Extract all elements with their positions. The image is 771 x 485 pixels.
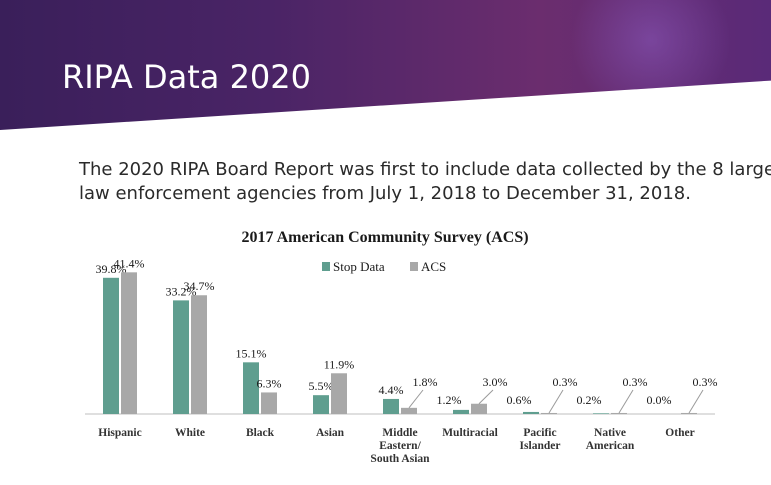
category-label-3-0: Asian xyxy=(316,427,345,439)
category-label-2-0: Black xyxy=(246,427,275,439)
legend-swatch-1 xyxy=(410,262,418,271)
bar-0-0 xyxy=(103,277,119,414)
category-label-1-0: White xyxy=(175,427,205,439)
category-label-7-1: American xyxy=(586,440,635,452)
data-label-0-5: 1.2% xyxy=(437,393,462,407)
bar-1-0 xyxy=(121,272,137,414)
leader-line-4 xyxy=(408,389,424,409)
category-label-6-0: Pacific xyxy=(523,427,556,439)
slide-body-text: The 2020 RIPA Board Report was first to … xyxy=(79,158,771,206)
leader-line-6 xyxy=(548,389,564,414)
bar-0-1 xyxy=(173,300,189,414)
data-label-0-0: 39.8% xyxy=(96,262,127,276)
slide-title: RIPA Data 2020 xyxy=(62,58,311,96)
data-label-1-7: 0.3% xyxy=(623,375,648,389)
data-label-0-7: 0.2% xyxy=(577,393,602,407)
data-label-0-3: 5.5% xyxy=(309,379,334,393)
category-label-5-0: Multiracial xyxy=(442,427,498,439)
bar-0-5 xyxy=(453,409,469,414)
data-label-0-2: 15.1% xyxy=(236,346,267,360)
legend-label-0: Stop Data xyxy=(333,259,385,274)
bar-0-6 xyxy=(523,411,539,414)
data-label-1-0: 41.4% xyxy=(114,256,145,270)
data-label-0-6: 0.6% xyxy=(507,393,532,407)
data-label-1-8: 0.3% xyxy=(693,375,718,389)
bar-0-4 xyxy=(383,398,399,414)
category-label-4-1: Eastern/ xyxy=(379,440,421,452)
bar-1-6 xyxy=(541,412,557,414)
body-line-1: The 2020 RIPA Board Report was first to … xyxy=(79,159,771,180)
leader-line-8 xyxy=(688,389,704,414)
category-label-6-1: Islander xyxy=(520,440,561,452)
category-label-4-0: Middle xyxy=(382,427,417,439)
category-label-7-0: Native xyxy=(594,427,626,439)
bar-1-8 xyxy=(681,412,697,414)
leader-line-7 xyxy=(618,389,634,414)
leader-line-5 xyxy=(478,389,494,405)
category-label-4-2: South Asian xyxy=(370,453,430,465)
body-line-2: law enforcement agencies from July 1, 20… xyxy=(79,183,691,204)
data-label-1-2: 6.3% xyxy=(257,376,282,390)
bar-1-4 xyxy=(401,407,417,414)
bar-1-3 xyxy=(331,373,347,414)
data-label-1-4: 1.8% xyxy=(413,375,438,389)
bar-chart: 2017 American Community Survey (ACS) Stop… xyxy=(85,229,718,465)
data-label-1-6: 0.3% xyxy=(553,375,578,389)
bar-1-5 xyxy=(471,403,487,414)
bar-0-3 xyxy=(313,395,329,414)
chart-title: 2017 American Community Survey (ACS) xyxy=(241,229,528,246)
bar-1-2 xyxy=(261,392,277,414)
legend-swatch-0 xyxy=(322,262,330,271)
category-label-0-0: Hispanic xyxy=(98,427,141,439)
data-label-0-1: 33.2% xyxy=(166,284,197,298)
bar-0-7 xyxy=(593,413,609,414)
data-label-0-4: 4.4% xyxy=(379,383,404,397)
category-label-8-0: Other xyxy=(665,427,694,439)
bar-1-7 xyxy=(611,412,627,414)
data-label-1-5: 3.0% xyxy=(483,375,508,389)
data-label-1-1: 34.7% xyxy=(184,279,215,293)
bar-1-1 xyxy=(191,295,207,414)
bar-0-2 xyxy=(243,362,259,414)
legend-label-1: ACS xyxy=(421,259,446,274)
data-label-0-8: 0.0% xyxy=(647,393,672,407)
data-label-1-3: 11.9% xyxy=(324,357,355,371)
